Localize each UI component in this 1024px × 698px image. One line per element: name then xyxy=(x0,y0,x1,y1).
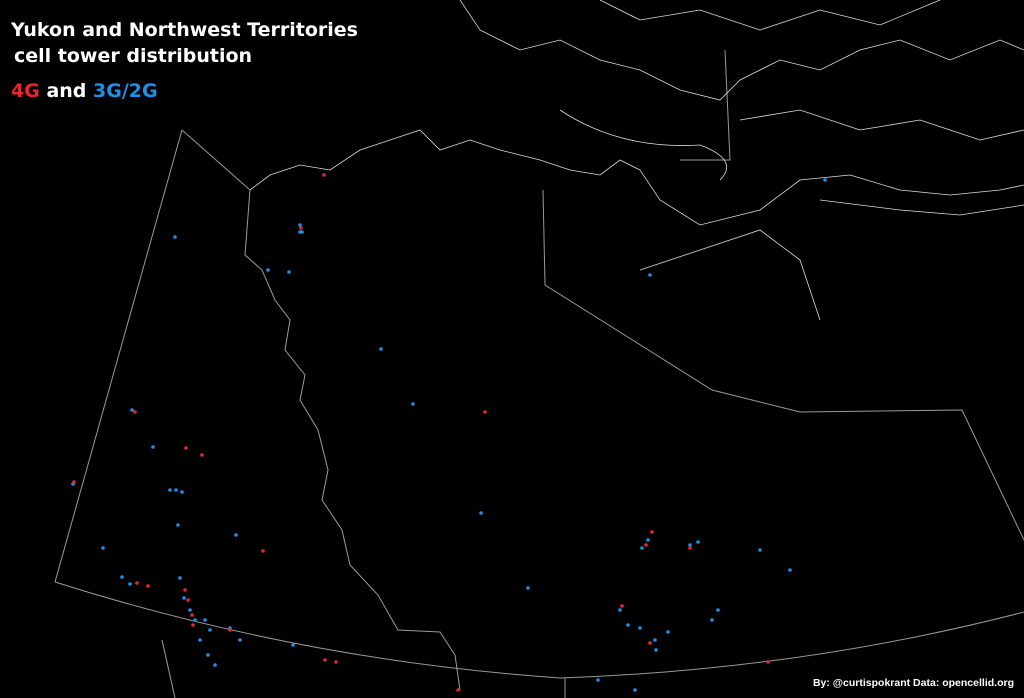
tower-4g xyxy=(648,641,652,645)
tower-3g-2g xyxy=(168,488,172,492)
southern-border-60th-parallel xyxy=(54,581,1024,679)
territory-boundaries xyxy=(54,49,1024,698)
tower-4g xyxy=(133,410,137,414)
tower-4g xyxy=(190,613,194,617)
tower-3g-2g xyxy=(479,511,483,515)
yukon-north-border xyxy=(181,129,251,191)
tower-3g-2g xyxy=(411,402,415,406)
tower-3g-2g xyxy=(626,623,630,627)
tower-3g-2g xyxy=(653,638,657,642)
tower-3g-2g xyxy=(633,688,637,692)
tower-4g xyxy=(483,410,487,414)
tower-4g xyxy=(186,598,190,602)
coastline-mainland xyxy=(249,129,1024,226)
map-title: Yukon and Northwest Territories xyxy=(11,19,358,41)
yukon-west-border xyxy=(54,129,183,583)
nwt-nunavut-border xyxy=(542,189,1024,541)
tower-3g-2g xyxy=(646,538,650,542)
tower-3g-2g xyxy=(638,626,642,630)
tower-3g-2g xyxy=(130,408,134,412)
legend-and: and xyxy=(39,80,94,102)
tower-4g xyxy=(200,453,204,457)
tower-3g-2g xyxy=(298,223,302,227)
tower-4g xyxy=(688,546,692,550)
tower-3g-2g xyxy=(287,270,291,274)
tower-3g-2g xyxy=(198,638,202,642)
tower-3g-2g xyxy=(710,618,714,622)
tower-3g-2g xyxy=(213,663,217,667)
tower-3g-2g xyxy=(203,618,207,622)
tower-4g xyxy=(322,173,326,177)
tower-3g-2g xyxy=(640,546,644,550)
tower-4g xyxy=(183,588,187,592)
tower-4g xyxy=(184,446,188,450)
coastlines xyxy=(249,0,1024,321)
tower-3g-2g xyxy=(182,596,186,600)
tower-3g-2g xyxy=(379,347,383,351)
tower-4g xyxy=(299,226,303,230)
tower-3g-2g xyxy=(298,230,302,234)
tower-3g-2g xyxy=(173,235,177,239)
tower-3g-2g xyxy=(266,268,270,272)
tower-4g xyxy=(228,628,232,632)
legend: 4G and 3G/2G xyxy=(11,80,158,102)
tower-4g xyxy=(766,660,770,664)
tower-4g xyxy=(72,480,76,484)
tower-3g-2g xyxy=(716,608,720,612)
coastline-islands xyxy=(459,0,1024,321)
tower-3g-2g xyxy=(238,638,242,642)
bc-alberta-lines xyxy=(161,639,566,698)
tower-3g-2g xyxy=(176,523,180,527)
tower-3g-2g xyxy=(618,608,622,612)
tower-3g-2g xyxy=(823,178,827,182)
tower-4g xyxy=(323,658,327,662)
tower-3g-2g xyxy=(101,546,105,550)
nunavut-line xyxy=(680,49,731,161)
tower-3g-2g xyxy=(120,575,124,579)
tower-3g-2g xyxy=(758,548,762,552)
tower-3g-2g xyxy=(178,576,182,580)
tower-3g-2g xyxy=(206,653,210,657)
legend-3g-2g: 3G/2G xyxy=(93,80,158,102)
tower-4g xyxy=(456,688,460,692)
tower-4g xyxy=(191,623,195,627)
tower-3g-2g xyxy=(526,586,530,590)
tower-4g xyxy=(644,543,648,547)
cell-towers xyxy=(71,173,827,692)
tower-4g xyxy=(261,549,265,553)
tower-3g-2g xyxy=(696,540,700,544)
tower-3g-2g xyxy=(128,582,132,586)
tower-3g-2g xyxy=(648,273,652,277)
credit-text: By: @curtispokrant Data: opencellid.org xyxy=(812,677,1014,689)
tower-3g-2g xyxy=(788,568,792,572)
tower-3g-2g xyxy=(666,630,670,634)
tower-3g-2g xyxy=(688,543,692,547)
map-subtitle: cell tower distribution xyxy=(14,45,253,67)
legend-4g: 4G xyxy=(11,80,40,102)
tower-4g xyxy=(334,660,338,664)
tower-3g-2g xyxy=(596,678,600,682)
tower-3g-2g xyxy=(180,490,184,494)
tower-3g-2g xyxy=(208,628,212,632)
tower-4g xyxy=(135,581,139,585)
tower-4g xyxy=(620,604,624,608)
tower-3g-2g xyxy=(174,488,178,492)
tower-3g-2g xyxy=(291,643,295,647)
tower-3g-2g xyxy=(188,608,192,612)
tower-4g xyxy=(146,584,150,588)
tower-3g-2g xyxy=(654,648,658,652)
tower-3g-2g xyxy=(193,618,197,622)
tower-3g-2g xyxy=(151,445,155,449)
yukon-nwt-border xyxy=(244,189,461,691)
tower-3g-2g xyxy=(234,533,238,537)
tower-4g xyxy=(650,530,654,534)
